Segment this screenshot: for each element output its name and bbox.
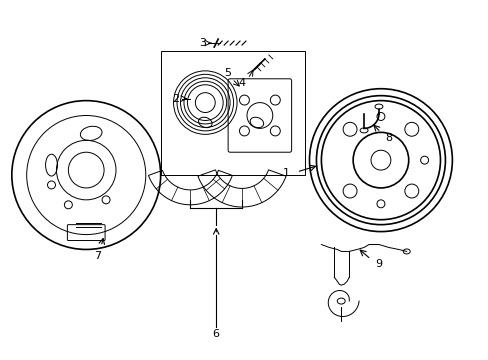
Text: 3: 3: [199, 38, 205, 48]
Text: 5: 5: [224, 68, 231, 78]
Text: 7: 7: [94, 251, 102, 261]
Text: 1: 1: [283, 168, 289, 178]
Text: 6: 6: [212, 329, 219, 339]
Text: 8: 8: [385, 133, 392, 143]
Text: 4: 4: [238, 78, 245, 88]
Text: 2: 2: [172, 94, 179, 104]
Text: 9: 9: [375, 259, 382, 269]
Bar: [161, 51, 304, 175]
